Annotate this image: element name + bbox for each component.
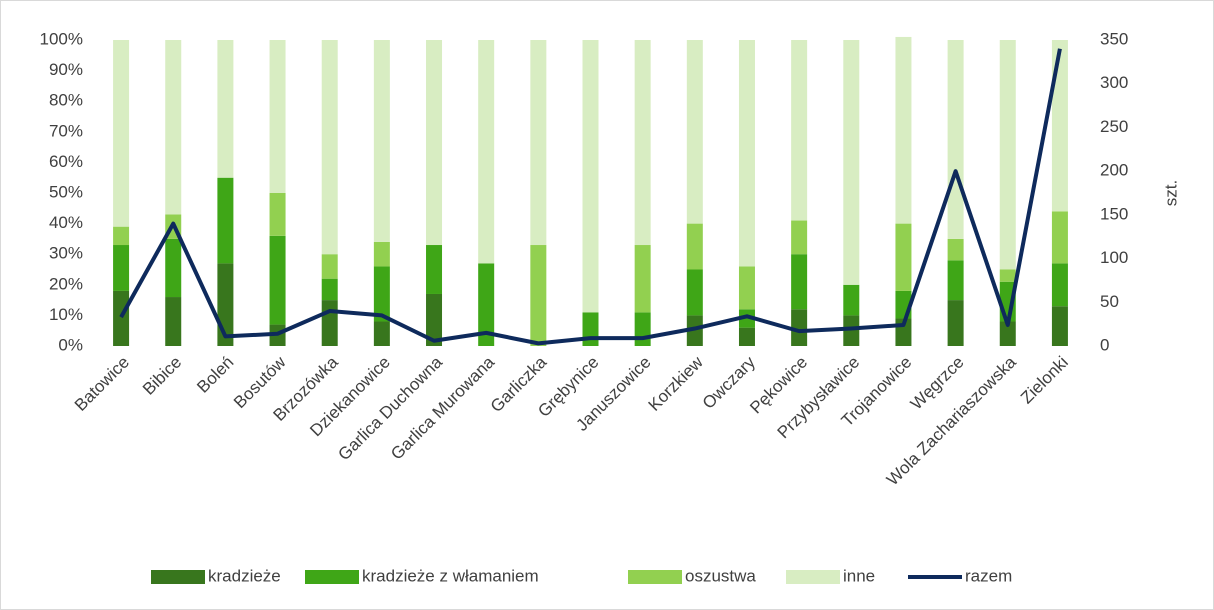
bar-segment	[895, 36, 912, 224]
bar-segment	[165, 297, 182, 346]
bar-segment	[165, 40, 182, 215]
bar-segment	[269, 40, 286, 193]
line	[119, 48, 1062, 346]
y2-tick-label: 0	[1100, 335, 1109, 354]
bar-segment	[791, 309, 808, 346]
y-tick-label: 0%	[58, 335, 83, 354]
legend-swatch	[151, 570, 205, 584]
bar-segment	[217, 177, 234, 264]
bar-segment	[947, 40, 964, 239]
legend-label: oszustwa	[685, 566, 756, 585]
bar-segment	[373, 241, 390, 267]
bar-segment	[269, 235, 286, 325]
bar-segment	[1051, 40, 1068, 212]
bar-segment	[686, 223, 703, 270]
y-tick-label: 40%	[49, 213, 83, 232]
bar-segment	[895, 223, 912, 291]
bar-segment	[738, 266, 755, 310]
bar-segment	[843, 40, 860, 285]
y2-tick-label: 150	[1100, 204, 1128, 223]
bar-segment	[373, 40, 390, 242]
bar-segment	[791, 254, 808, 310]
bar-segment	[947, 300, 964, 346]
bar-segment	[634, 312, 651, 346]
bar-segment	[843, 315, 860, 346]
bar-segment	[269, 193, 286, 236]
y2-tick-label: 300	[1100, 73, 1128, 92]
bar-segment	[321, 300, 338, 346]
bar-segment	[686, 315, 703, 346]
bar-segment	[738, 309, 755, 328]
bar-segment	[999, 321, 1016, 346]
y2-tick-label: 100	[1100, 248, 1128, 267]
bar-segment	[947, 238, 964, 261]
y2-axis-label: szt.	[1161, 180, 1180, 206]
legend-swatch	[305, 570, 359, 584]
bar-segment	[686, 40, 703, 224]
bar-segment	[582, 40, 599, 313]
bar-segment	[113, 40, 130, 227]
bar-segment	[738, 40, 755, 267]
bar-segment	[634, 40, 651, 246]
bar-segment	[1051, 263, 1068, 307]
bar-segment	[530, 245, 547, 346]
y2-tick-label: 350	[1100, 29, 1128, 48]
bar-segment	[791, 40, 808, 221]
y-tick-label: 60%	[49, 152, 83, 171]
bar-segment	[113, 226, 130, 246]
bar-segment	[426, 40, 443, 246]
bar-segment	[530, 40, 547, 246]
bar-segment	[1051, 306, 1068, 346]
bar-segment	[113, 290, 130, 346]
y-tick-label: 20%	[49, 274, 83, 293]
y-tick-label: 30%	[49, 244, 83, 263]
bar-segment	[478, 40, 495, 264]
legend-swatch	[628, 570, 682, 584]
legend-swatch	[786, 570, 840, 584]
y-tick-label: 100%	[40, 29, 83, 48]
bar-segment	[947, 260, 964, 301]
bar-segment	[321, 278, 338, 301]
y2-tick-label: 250	[1100, 117, 1128, 136]
y-tick-label: 50%	[49, 182, 83, 201]
y-tick-label: 10%	[49, 305, 83, 324]
bar-segment	[1051, 211, 1068, 264]
bar-segment	[373, 321, 390, 346]
y2-tick-label: 50	[1100, 292, 1119, 311]
bar-segment	[373, 266, 390, 322]
bar-segment	[999, 40, 1016, 270]
bar-segment	[686, 269, 703, 316]
bar-segment	[738, 327, 755, 346]
bar-segment	[582, 312, 599, 346]
bar-segment	[321, 40, 338, 255]
y2-tick-label: 200	[1100, 161, 1128, 180]
bar-segment	[634, 245, 651, 313]
y-tick-label: 90%	[49, 60, 83, 79]
legend-label: razem	[965, 566, 1012, 585]
bar-segment	[426, 293, 443, 346]
y-tick-label: 70%	[49, 121, 83, 140]
bar-segment	[321, 254, 338, 279]
y-tick-label: 80%	[49, 91, 83, 110]
bar-segment	[478, 263, 495, 346]
bar-segment	[113, 245, 130, 291]
legend-label: kradzieże z włamaniem	[362, 566, 539, 585]
legend-label: inne	[843, 566, 875, 585]
bar-segment	[791, 220, 808, 255]
bar-segment	[999, 269, 1016, 282]
bar-segment	[165, 238, 182, 298]
bar-segment	[217, 40, 234, 178]
bar-segment	[843, 284, 860, 316]
bar-segment	[426, 245, 443, 294]
legend-label: kradzieże	[208, 566, 281, 585]
